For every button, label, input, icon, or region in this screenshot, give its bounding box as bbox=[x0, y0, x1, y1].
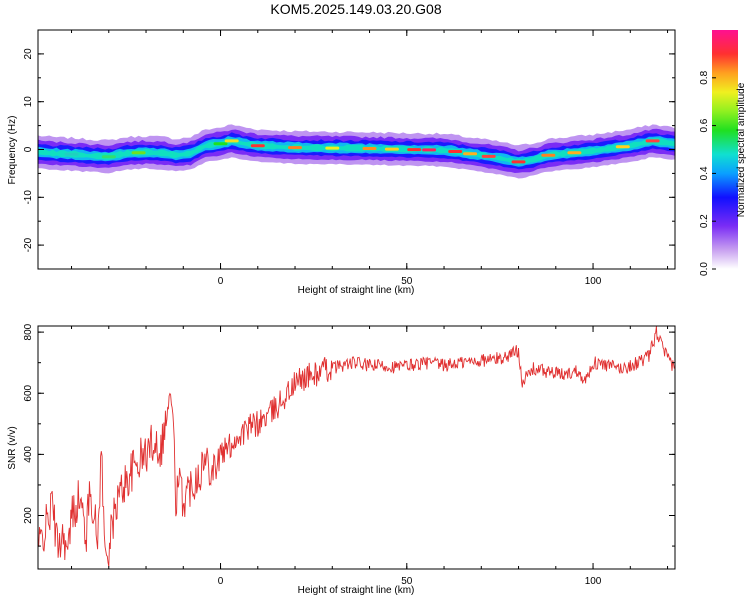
ridge-hotspot-12 bbox=[448, 150, 463, 153]
ridge-hotspot-10 bbox=[407, 148, 422, 152]
spectrogram-xtick-label-50: 50 bbox=[401, 276, 413, 287]
snr-xtick-label-0: 0 bbox=[218, 576, 224, 587]
ridge-hotspot-8 bbox=[362, 147, 377, 150]
colorbar-bar bbox=[712, 30, 738, 269]
ridge-hotspot-9 bbox=[384, 147, 399, 151]
spectrogram-ytick-label-20: 20 bbox=[23, 48, 34, 60]
ridge-hotspot-14 bbox=[481, 154, 496, 158]
colorbar: 0.0 0.2 0.4 0.6 0.8 Normalized spectral ampl… bbox=[699, 30, 747, 276]
colorbar-tick-label-3: 0.6 bbox=[699, 118, 710, 132]
ridge-hotspot-15 bbox=[511, 160, 526, 164]
colorbar-ticks: 0.0 0.2 0.4 0.6 0.8 bbox=[699, 70, 716, 276]
ridge-band-4 bbox=[38, 137, 675, 166]
ridge-hotspot-5 bbox=[250, 144, 265, 148]
snr-xtick-label-50: 50 bbox=[401, 576, 413, 587]
snr-ytick-label-600: 600 bbox=[23, 384, 34, 401]
ridge-hotspot-19 bbox=[645, 139, 660, 143]
spectrogram-marks bbox=[38, 124, 675, 179]
ridge-hotspot-17 bbox=[567, 151, 582, 155]
ridge-hotspot-13 bbox=[463, 152, 478, 156]
ridge-hotspot-16 bbox=[541, 153, 556, 157]
snr-marks bbox=[38, 326, 675, 567]
ridge-hotspot-6 bbox=[288, 146, 302, 150]
snr-frame bbox=[37, 325, 676, 570]
colorbar-tick-label-4: 0.8 bbox=[699, 70, 710, 84]
spectrogram-xtick-label-0: 0 bbox=[218, 276, 224, 287]
spectrogram-x-label: Height of straight line (km) bbox=[298, 285, 415, 296]
ridge-hotspot-3 bbox=[213, 142, 228, 146]
spectrogram-ytick-label-10: 10 bbox=[23, 96, 34, 108]
colorbar-label: Normalized spectral amplitude bbox=[736, 82, 747, 217]
spectrogram-panel: 0 50 100 -20 -10 0 10 20 Height of straight lin… bbox=[7, 29, 676, 296]
colorbar-tick-label-2: 0.4 bbox=[699, 166, 710, 180]
snr-panel: 0 50 100 200 400 600 800 Height of straight li… bbox=[7, 323, 676, 596]
snr-ticks: 0 50 100 200 400 600 800 bbox=[23, 323, 675, 587]
colorbar-tick-label-1: 0.2 bbox=[699, 214, 710, 228]
ridge-hotspot-4 bbox=[224, 139, 239, 143]
snr-y-label: SNR (v/v) bbox=[7, 426, 18, 469]
spectrogram-ytick-label-0: 0 bbox=[23, 146, 34, 152]
ridge-hotspot-1 bbox=[101, 155, 116, 159]
spectrogram-ytick-label--10: -10 bbox=[23, 190, 34, 205]
ridge-hotspot-11 bbox=[422, 148, 437, 152]
ridge-hotspot-18 bbox=[615, 145, 630, 149]
colorbar-tick-label-0: 0.0 bbox=[699, 262, 710, 276]
snr-xtick-label-100: 100 bbox=[585, 576, 602, 587]
ridge-hotspot-2 bbox=[131, 151, 146, 155]
snr-x-label: Height of straight line (km) bbox=[298, 585, 415, 596]
ridge-hotspot-0 bbox=[64, 152, 79, 156]
snr-ytick-label-400: 400 bbox=[23, 446, 34, 463]
snr-ytick-label-200: 200 bbox=[23, 507, 34, 524]
figure-title: KOM5.2025.149.03.20.G08 bbox=[270, 1, 441, 17]
ridge-hotspot-7 bbox=[325, 146, 340, 150]
spectrogram-y-label: Frequency (Hz) bbox=[7, 116, 18, 185]
spectrogram-ytick-label--20: -20 bbox=[23, 237, 34, 252]
spectrogram-xtick-label-100: 100 bbox=[585, 276, 602, 287]
snr-series-line bbox=[38, 326, 675, 567]
spectrogram-ticks: 0 50 100 -20 -10 0 10 20 bbox=[23, 29, 675, 287]
snr-ytick-label-800: 800 bbox=[23, 323, 34, 340]
